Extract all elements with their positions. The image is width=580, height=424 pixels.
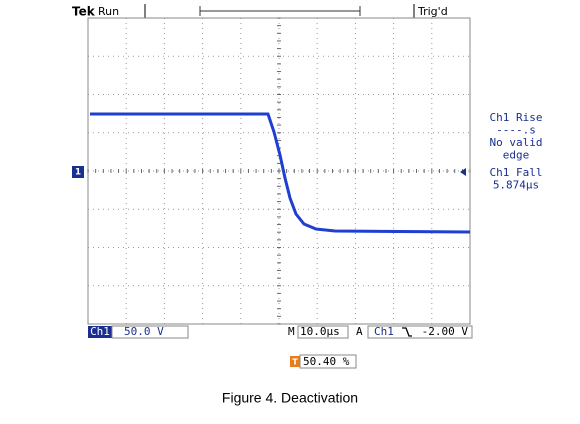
measurement-line: ----.s: [496, 124, 536, 137]
brand: Tek: [72, 5, 96, 19]
measurement-line: edge: [503, 149, 530, 162]
channel-marker-label: 1: [75, 168, 81, 178]
trigger-position: 50.40 %: [303, 355, 350, 368]
trigger-position-box: [299, 354, 357, 369]
trigger-position-icon: [290, 356, 300, 367]
scale-box: [111, 325, 189, 339]
trigger-mode: A: [356, 325, 363, 338]
waveform: [90, 112, 471, 234]
grid: [87, 17, 471, 325]
trigger-state: Trig'd: [417, 5, 448, 18]
timebase: 10.0µs: [300, 325, 340, 338]
timebase-box: [297, 325, 349, 339]
run-status: Run: [98, 5, 119, 18]
trigger-position-icon-label: T: [292, 358, 298, 367]
measurement-line: No valid: [490, 136, 543, 149]
timebase-mode: M: [288, 325, 295, 338]
trigger-box: [367, 325, 473, 339]
measurement-line: Ch1 Rise: [490, 111, 543, 124]
trigger-level: -2.00 V: [422, 325, 469, 338]
level-marker: [460, 168, 466, 176]
measurement-line: Ch1 Fall: [490, 166, 543, 179]
measurement-line: 5.874µs: [493, 179, 539, 192]
trigger-source: Ch1: [374, 325, 394, 338]
scale: 50.0 V: [124, 325, 164, 338]
channel-marker: [72, 166, 84, 178]
caption: Figure 4. Deactivation: [222, 390, 358, 406]
channel-label: Ch1: [90, 325, 110, 338]
channel-box: [88, 326, 112, 338]
falling-edge-icon: [402, 327, 412, 337]
